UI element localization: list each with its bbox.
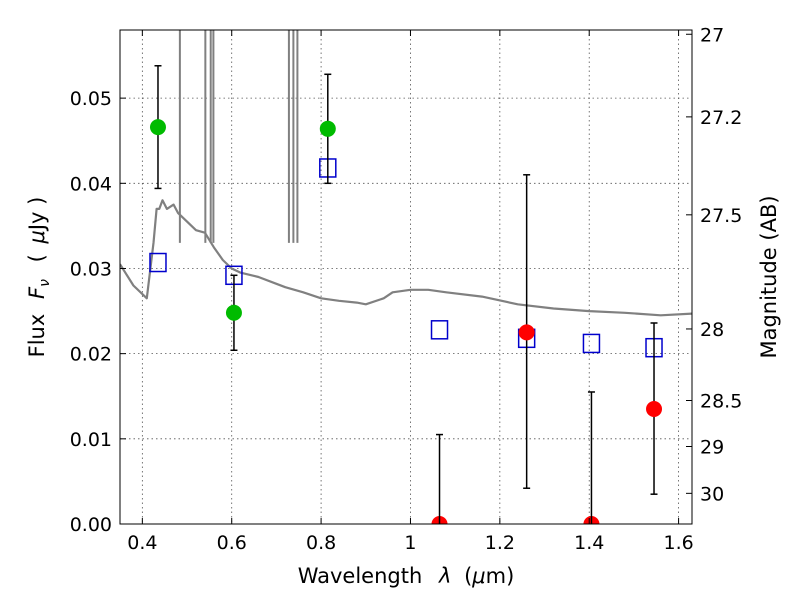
y2-tick-label: 27.2	[700, 107, 742, 129]
y-tick-label: 0.00	[70, 514, 112, 536]
detection-marker	[319, 120, 336, 137]
model-spectrum-line	[120, 199, 692, 317]
data-layer	[120, 30, 692, 524]
y-axis-unit-rest: Jy )	[25, 197, 49, 233]
x-axis-label-text: Wavelength	[298, 564, 423, 588]
y-axis-label: Flux Fν ( μJy )	[25, 197, 54, 358]
plot-frame	[119, 29, 693, 525]
y-tick-label: 0.03	[70, 258, 112, 280]
model-photometry-marker	[582, 333, 601, 354]
error-bars	[149, 65, 663, 524]
y-tick-label: 0.01	[70, 429, 112, 451]
x-axis-unit-rest: m)	[486, 564, 515, 588]
y2-axis-label: Magnitude (AB)	[757, 195, 781, 358]
x-tick-label: 0.4	[127, 532, 157, 554]
y-axis-label-text: Flux	[25, 314, 49, 358]
x-tick-label: 1	[404, 532, 416, 554]
y-axis-symbol-f: F	[25, 286, 49, 299]
y-axis-unit-mu: μ	[25, 230, 49, 244]
y2-tick-label: 28	[700, 319, 724, 341]
model-photometry-marker	[149, 252, 167, 273]
x-axis-label: Wavelength λ (μm)	[298, 564, 515, 588]
x-axis-unit-mu: μ	[471, 564, 485, 588]
y2-tick-label: 27	[700, 24, 724, 46]
y-tick-label: 0.04	[70, 173, 112, 195]
detection-marker	[149, 119, 166, 136]
model-photometry-marker	[430, 320, 449, 340]
x-tick-label: 1.2	[485, 532, 515, 554]
x-tick-label: 0.6	[217, 532, 247, 554]
y-axis-unit-open: (	[25, 254, 49, 262]
detection-marker	[225, 304, 242, 321]
plot-background	[120, 30, 692, 524]
non-detection-marker	[646, 401, 663, 418]
y2-tick-label: 27.5	[700, 205, 742, 227]
y-tick-label: 0.02	[70, 344, 112, 366]
y-tick-label: 0.05	[70, 88, 112, 110]
x-axis-symbol: λ	[438, 564, 451, 588]
y-axis-symbol-nu: ν	[37, 279, 53, 287]
non-detection-marker	[518, 324, 535, 341]
x-tick-label: 1.6	[663, 532, 693, 554]
y2-tick-label: 28.5	[700, 391, 742, 413]
x-tick-label: 0.8	[306, 532, 336, 554]
x-tick-label: 1.4	[574, 532, 604, 554]
axes: 0.4 0.6 0.8 1 1.2 1.4 1.6 0.00 0.01 0.02 0.03 0.04 0…	[70, 24, 743, 554]
y2-tick-label: 30	[700, 483, 724, 505]
x-axis-unit-open: (	[464, 564, 472, 588]
y2-tick-label: 29	[700, 436, 724, 458]
